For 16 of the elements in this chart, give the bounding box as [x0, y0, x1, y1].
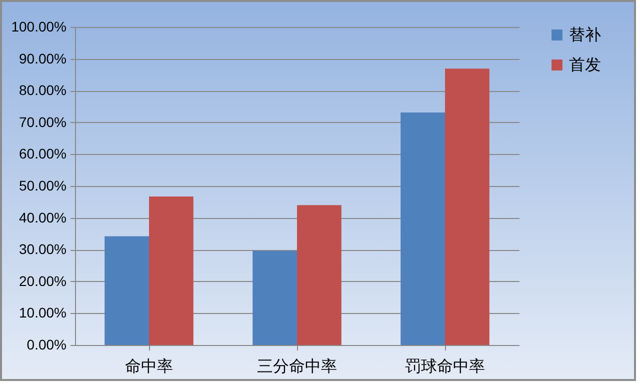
- y-tick-label: 10.00%: [19, 304, 66, 321]
- y-tick-label: 40.00%: [19, 209, 66, 226]
- y-tick-label: 90.00%: [19, 50, 66, 66]
- legend-label: 首发: [569, 56, 601, 74]
- y-tick-label: 50.00%: [19, 178, 66, 194]
- x-tick-label: 命中率: [125, 358, 173, 376]
- y-tick-label: 0.00%: [26, 336, 66, 352]
- x-tick-label: 三分命中率: [257, 358, 337, 376]
- y-tick-label: 70.00%: [19, 114, 66, 130]
- y-tick-label: 80.00%: [19, 82, 66, 98]
- y-tick-label: 60.00%: [19, 146, 66, 162]
- y-tick-label: 30.00%: [19, 241, 66, 258]
- y-tick-label: 20.00%: [19, 272, 66, 289]
- y-tick-label: 100.00%: [11, 18, 66, 34]
- x-tick-label: 罚球命中率: [405, 358, 485, 376]
- legend-label: 替补: [569, 26, 601, 44]
